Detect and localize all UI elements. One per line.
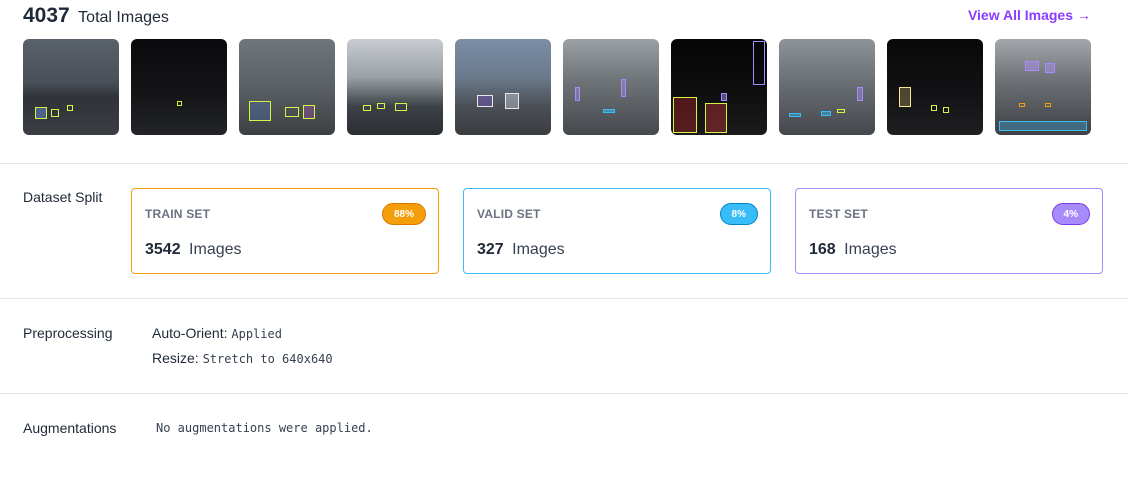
view-all-images-label: View All Images	[967, 7, 1073, 23]
valid-image-count: 327	[477, 241, 504, 258]
valid-percent-badge: 8%	[719, 203, 758, 225]
test-image-count: 168	[809, 241, 836, 258]
total-image-count: 4037	[23, 4, 70, 27]
test-percent-badge: 4%	[1051, 203, 1090, 225]
section-divider	[0, 393, 1128, 394]
image-thumbnail[interactable]	[23, 39, 119, 135]
test-images-unit: Images	[844, 241, 897, 258]
resize-value: Stretch to 640x640	[202, 352, 333, 366]
thumbnail-strip	[23, 39, 1091, 135]
preprocessing-label: Preprocessing	[23, 325, 113, 341]
section-divider	[0, 163, 1128, 164]
auto-orient-key: Auto-Orient:	[152, 325, 228, 341]
preprocessing-step-resize: Resize: Stretch to 640x640	[152, 350, 333, 366]
image-thumbnail[interactable]	[239, 39, 335, 135]
image-thumbnail[interactable]	[455, 39, 551, 135]
train-image-count: 3542	[145, 241, 181, 258]
valid-set-name: VALID SET	[477, 207, 541, 221]
train-count-line: 3542 Images	[145, 241, 242, 259]
preprocessing-step-auto-orient: Auto-Orient: Applied	[152, 325, 282, 341]
augmentations-text: No augmentations were applied.	[156, 421, 373, 435]
test-count-line: 168 Images	[809, 241, 897, 259]
train-percent-badge: 88%	[381, 203, 426, 225]
images-header: 4037 Total Images View All Images →	[23, 4, 1103, 30]
total-images-label: Total Images	[78, 9, 169, 26]
test-set-name: TEST SET	[809, 207, 868, 221]
train-set-card[interactable]: TRAIN SET 88% 3542 Images	[131, 188, 439, 274]
image-thumbnail[interactable]	[671, 39, 767, 135]
image-thumbnail[interactable]	[563, 39, 659, 135]
dataset-split-label: Dataset Split	[23, 189, 103, 205]
image-thumbnail[interactable]	[995, 39, 1091, 135]
train-set-name: TRAIN SET	[145, 207, 211, 221]
valid-count-line: 327 Images	[477, 241, 565, 259]
augmentations-label: Augmentations	[23, 420, 117, 436]
test-set-card[interactable]: TEST SET 4% 168 Images	[795, 188, 1103, 274]
valid-images-unit: Images	[512, 241, 565, 258]
view-all-images-link[interactable]: View All Images →	[968, 7, 1091, 23]
image-thumbnail[interactable]	[779, 39, 875, 135]
resize-key: Resize:	[152, 350, 199, 366]
train-images-unit: Images	[189, 241, 242, 258]
section-divider	[0, 298, 1128, 299]
auto-orient-value: Applied	[231, 327, 282, 341]
image-thumbnail[interactable]	[347, 39, 443, 135]
image-thumbnail[interactable]	[131, 39, 227, 135]
arrow-right-icon: →	[1077, 7, 1091, 23]
image-thumbnail[interactable]	[887, 39, 983, 135]
valid-set-card[interactable]: VALID SET 8% 327 Images	[463, 188, 771, 274]
